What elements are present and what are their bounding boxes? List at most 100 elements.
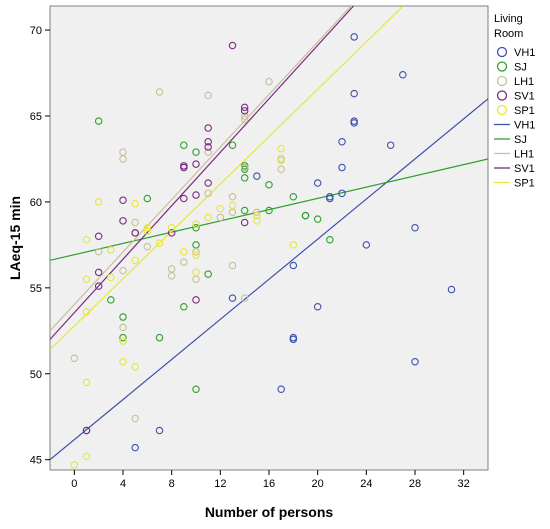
point-lh1 [204,148,212,156]
legend-marker-vh1 [496,46,508,58]
point-sp1 [107,246,115,254]
point-lh1 [119,323,127,332]
point-sp1 [82,235,91,244]
legend-label-vh1: VH1 [514,47,535,59]
point-vh1 [447,285,456,294]
point-sj [143,194,152,203]
point-sp1 [192,251,200,259]
point-lh1 [277,165,285,174]
point-sv1 [119,196,127,204]
legend-marker-sv1 [496,90,508,101]
point-lh1 [204,91,212,100]
point-lh1 [228,193,237,201]
point-lh1 [131,218,139,227]
point-sv1 [82,426,91,435]
point-sp1 [216,205,225,213]
point-vh1 [313,179,322,187]
y-tick-label: 60 [30,197,42,209]
legend-title-line-2: Room [494,28,523,40]
point-sv1 [192,296,200,304]
point-sj [326,235,334,244]
point-sp1 [82,378,91,387]
x-axis: 0 4 8 12 16 20 24 28 32 [71,470,470,490]
data-points [70,33,456,469]
point-lh1 [192,247,200,256]
point-vh1 [289,261,298,270]
x-tick-label: 16 [263,478,275,490]
point-sp1 [228,201,237,210]
point-vh1 [362,241,371,249]
point-sp1 [204,213,212,222]
point-sj [240,206,249,215]
point-sv1 [94,232,103,241]
point-sv1 [228,41,237,50]
x-tick-label: 20 [312,478,324,490]
point-vh1 [350,119,358,127]
point-vh1 [155,426,164,435]
point-sp1 [131,256,139,265]
point-lh1 [131,414,139,423]
legend-line-label-sp1: SP1 [514,178,535,190]
point-lh1 [167,272,176,280]
point-lh1 [253,208,261,216]
point-lh1 [143,242,152,251]
point-sv1 [192,191,200,199]
point-vh1 [228,294,237,302]
point-sp1 [253,211,261,220]
fit-line-lh1 [50,6,352,332]
point-lh1 [240,294,249,302]
point-sj [265,206,273,215]
point-sj [265,180,273,189]
point-sp1 [277,156,285,165]
point-lh1 [119,155,127,163]
y-tick-label: 65 [30,111,42,123]
y-tick-label: 50 [30,369,42,381]
point-sj [240,174,249,182]
point-sv1 [94,282,103,290]
point-lh1 [204,189,212,198]
point-sj [192,223,200,232]
point-sj [119,333,127,342]
point-sp1 [289,241,298,249]
x-tick-label: 12 [214,478,226,490]
y-tick-label: 70 [30,25,42,37]
y-tick-label: 45 [30,455,42,467]
point-vh1 [386,141,395,149]
y-axis-title: LAeq-15 min [7,196,23,280]
point-lh1 [94,247,103,256]
point-sv1 [240,218,249,227]
point-lh1 [240,163,249,172]
legend-line-label-vh1: VH1 [514,120,535,132]
fit-line-sv1 [50,6,355,340]
point-sj [204,270,212,278]
point-sv1 [119,217,127,225]
point-sp1 [82,308,91,316]
point-vh1 [338,163,346,172]
point-sv1 [180,194,188,203]
fit-lines [50,6,488,461]
point-vh1 [253,172,261,180]
legend-line-label-sj: SJ [514,134,527,146]
point-lh1 [265,77,273,86]
legend-line-label-lh1: LH1 [514,149,534,161]
point-sp1 [192,268,200,277]
legend-label-lh1: LH1 [514,76,534,88]
point-lh1 [240,112,249,120]
point-sj [94,117,103,125]
point-vh1 [411,357,419,366]
x-axis-title: Number of persons [205,504,334,520]
point-sp1 [131,199,139,208]
point-sp1 [192,220,200,229]
point-sv1 [240,107,249,115]
y-tick-label: 55 [30,283,42,295]
point-vh1 [338,189,346,198]
point-sv1 [204,143,212,151]
point-lh1 [240,115,249,124]
point-sp1 [119,357,127,366]
point-sp1 [167,223,176,232]
point-sv1 [131,229,139,237]
point-sv1 [204,138,212,146]
point-sj [119,313,127,321]
fit-line-vh1 [50,98,488,461]
point-vh1 [350,89,358,98]
